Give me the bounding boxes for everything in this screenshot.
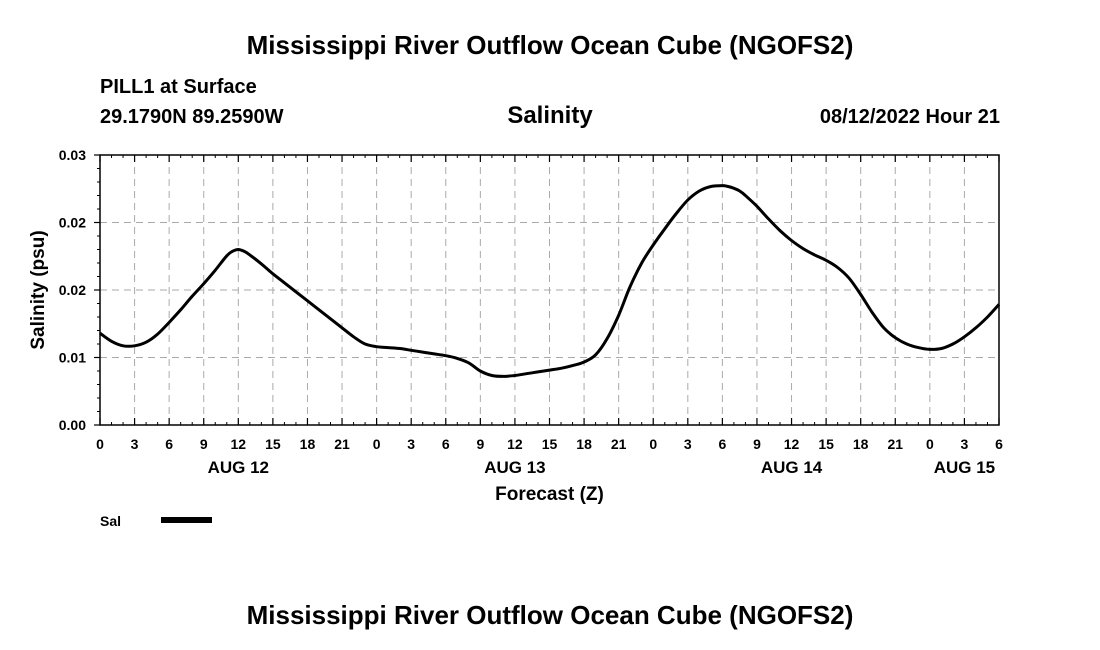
day-label: AUG 15 [934, 458, 995, 477]
footer-title: Mississippi River Outflow Ocean Cube (NG… [246, 600, 854, 630]
x-tick-label: 15 [818, 436, 834, 452]
legend-swatch [161, 517, 212, 523]
x-tick-label: 0 [373, 436, 381, 452]
x-tick-label: 9 [200, 436, 208, 452]
forecast-datetime: 08/12/2022 Hour 21 [819, 106, 1000, 128]
x-tick-label: 0 [96, 436, 104, 452]
x-tick-label: 18 [576, 436, 592, 452]
x-tick-label: 6 [442, 436, 450, 452]
x-tick-label: 6 [165, 436, 173, 452]
x-tick-label: 3 [684, 436, 692, 452]
x-tick-label: 15 [542, 436, 558, 452]
legend-label: Sal [100, 513, 121, 529]
grid [100, 155, 999, 425]
day-label: AUG 13 [484, 458, 545, 477]
x-tick-label: 6 [718, 436, 726, 452]
x-tick-label: 0 [926, 436, 934, 452]
x-tick-label: 3 [407, 436, 415, 452]
x-tick-label: 0 [649, 436, 657, 452]
station-label: PILL1 at Surface [100, 76, 257, 98]
day-label: AUG 14 [761, 458, 823, 477]
x-tick-label: 6 [995, 436, 1003, 452]
x-tick-label: 9 [476, 436, 484, 452]
y-tick-label: 0.02 [59, 215, 86, 231]
x-tick-label: 12 [784, 436, 800, 452]
axis-ticks [94, 154, 1000, 426]
x-tick-label: 3 [961, 436, 969, 452]
y-tick-label: 0.02 [59, 282, 86, 298]
x-tick-label: 15 [265, 436, 281, 452]
x-tick-label: 18 [853, 436, 869, 452]
x-tick-label: 21 [334, 436, 350, 452]
x-tick-label: 18 [300, 436, 316, 452]
day-label: AUG 12 [208, 458, 269, 477]
x-tick-label: 9 [753, 436, 761, 452]
x-tick-label: 12 [507, 436, 523, 452]
y-tick-label: 0.01 [59, 350, 86, 366]
series-line-sal [99, 184, 1001, 378]
x-axis-label: Forecast (Z) [495, 484, 604, 505]
x-tick-label: 3 [131, 436, 139, 452]
y-tick-label: 0.03 [59, 147, 86, 163]
tick-labels: 0 3 6 9 12 15 18 21 0 3 6 9 12 15 18 21 0 3 6 9 12 15 18 21 0 3 6 0… [59, 147, 1003, 477]
page-title: Mississippi River Outflow Ocean Cube (NG… [246, 30, 854, 60]
x-tick-label: 21 [887, 436, 903, 452]
x-tick-label: 12 [231, 436, 247, 452]
station-coordinates: 29.1790N 89.2590W [100, 106, 284, 128]
x-tick-label: 21 [611, 436, 627, 452]
y-tick-label: 0.00 [59, 417, 86, 433]
chart-title: Salinity [507, 102, 593, 129]
y-axis-label: Salinity (psu) [28, 230, 49, 349]
